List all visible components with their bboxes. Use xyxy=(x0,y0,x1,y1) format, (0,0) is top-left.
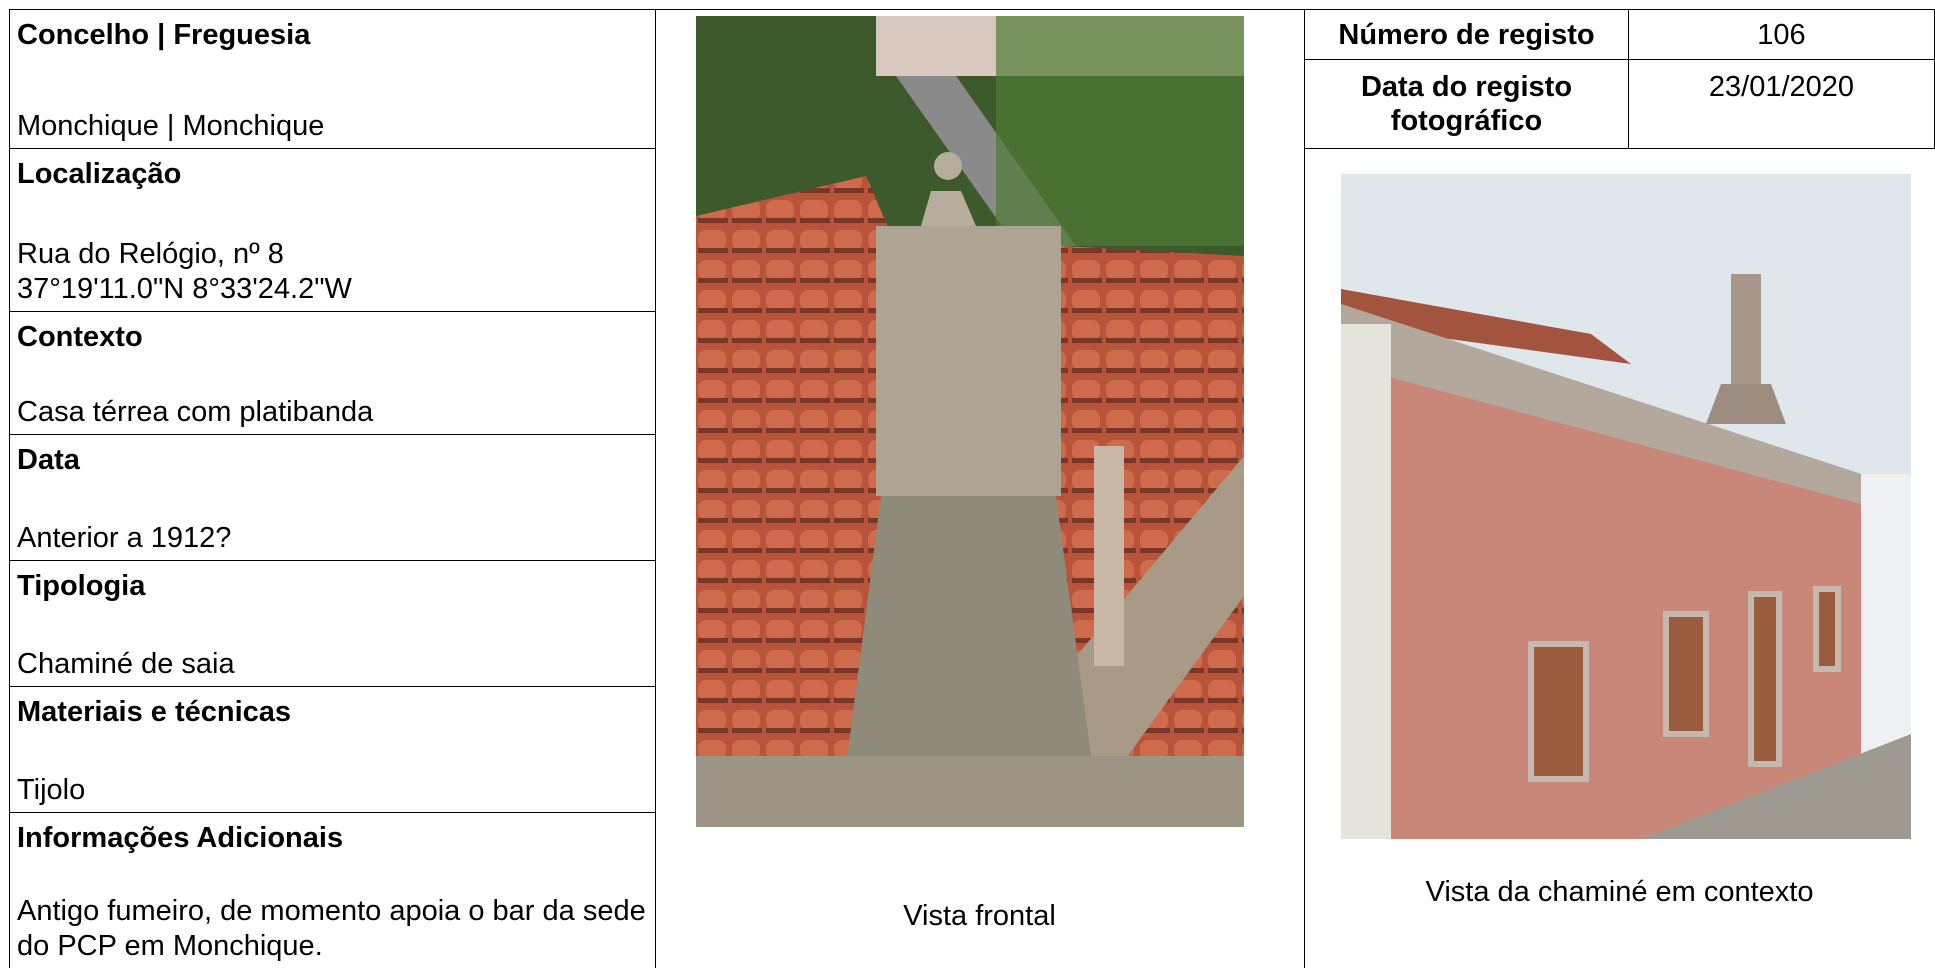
data-registo-value: 23/01/2020 xyxy=(1628,59,1935,149)
registo-value: 106 xyxy=(1628,9,1935,60)
section: Tipologia Chaminé de saia xyxy=(9,560,656,686)
section-value: Anterior a 1912? xyxy=(17,522,232,554)
section: Data Anterior a 1912? xyxy=(9,434,656,560)
photo-contexto xyxy=(1341,174,1911,839)
section-label: Materiais e técnicas xyxy=(17,696,292,728)
section-value: Rua do Relógio, nº 8 xyxy=(17,238,284,270)
section-value: Monchique | Monchique xyxy=(17,110,325,142)
frame-line xyxy=(9,9,10,968)
section-value: Casa térrea com platibanda xyxy=(17,396,374,428)
section-value: Chaminé de saia xyxy=(17,648,235,680)
section: Localização Rua do Relógio, nº 8 37°19'11… xyxy=(9,148,656,311)
photo-caption: Vista frontal xyxy=(903,900,1056,932)
section-label: Tipologia xyxy=(17,570,146,602)
section: Informações Adicionais Antigo fumeiro, d… xyxy=(9,812,656,968)
section: Materiais e técnicas Tijolo xyxy=(9,686,656,812)
section-label: Concelho | Freguesia xyxy=(17,19,311,51)
photo-frontal xyxy=(696,16,1244,827)
frame-line xyxy=(655,9,656,968)
photo-caption: Vista da chaminé em contexto xyxy=(1425,876,1814,908)
registo-label: Número de registo xyxy=(1304,9,1629,60)
data-registo-label: Data do registo fotográfico xyxy=(1304,59,1629,149)
section-value: Antigo fumeiro, de momento apoia o bar d… xyxy=(17,895,646,962)
section-label: Localização xyxy=(17,158,182,190)
section-label: Informações Adicionais xyxy=(17,822,344,854)
frame-line xyxy=(1304,9,1305,968)
section: Contexto Casa térrea com platibanda xyxy=(9,311,656,434)
section-label: Data xyxy=(17,444,80,476)
section-label: Contexto xyxy=(17,321,143,353)
section-value: 37°19'11.0"N 8°33'24.2"W xyxy=(17,273,352,305)
section: Concelho | Freguesia Monchique | Monchiq… xyxy=(9,9,656,148)
frame-line xyxy=(655,9,1304,10)
section-value: Tijolo xyxy=(17,774,86,806)
